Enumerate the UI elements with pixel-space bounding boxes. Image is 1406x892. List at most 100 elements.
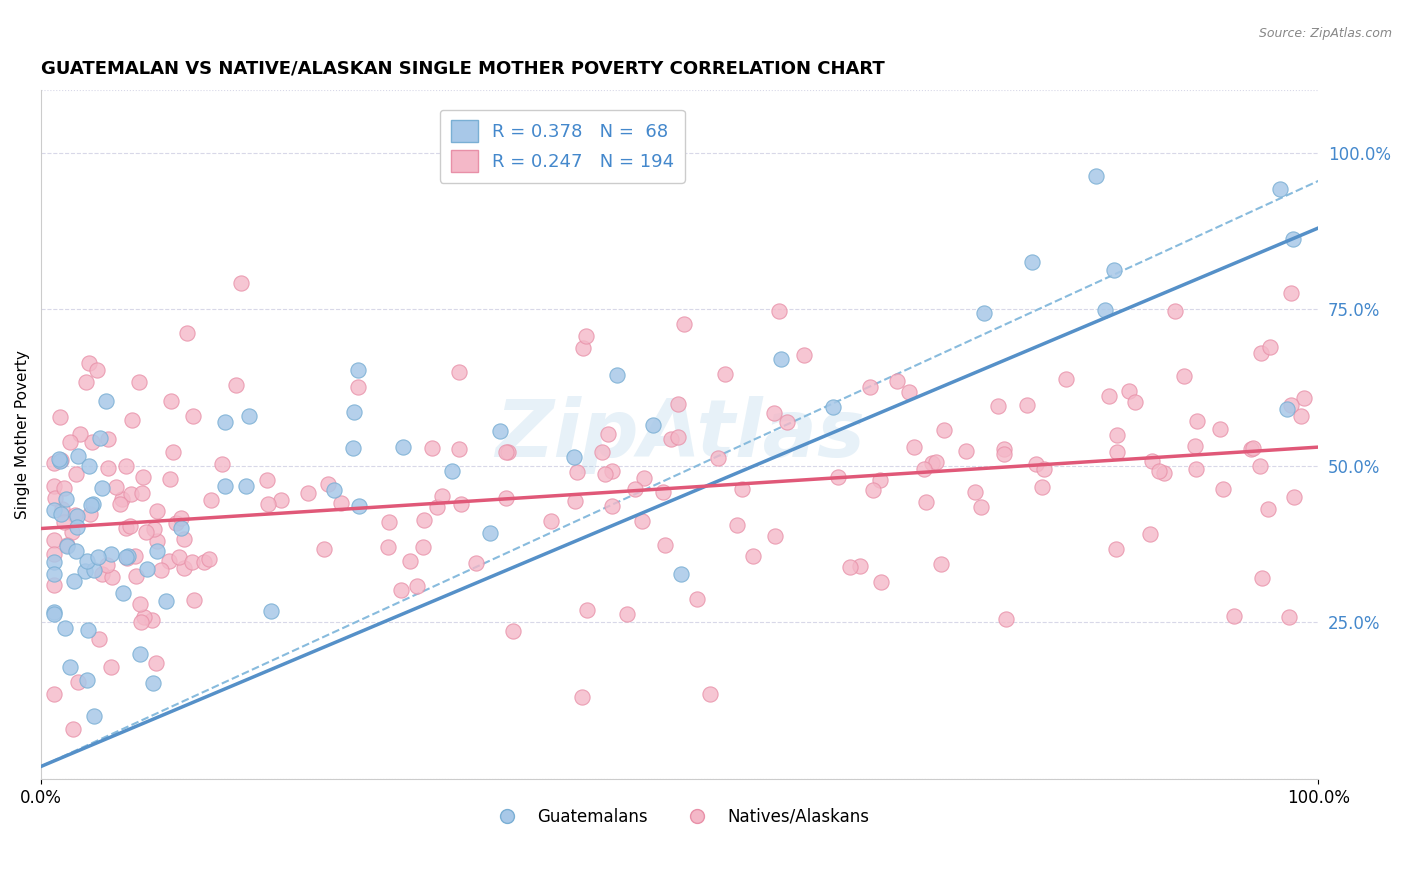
Point [600,500,623,514]
Point [51,452,73,467]
Point [562,450,585,464]
Point [48,452,70,467]
Point [1142,454,1164,468]
Point [75,565,97,579]
Point [169,521,191,535]
Point [1105,444,1128,458]
Point [42,556,65,570]
Point [1279,285,1302,300]
Point [965,485,987,500]
Point [994,612,1017,626]
Point [211,457,233,471]
Point [776,416,799,430]
Point [495,445,517,459]
Point [51,507,73,521]
Point [128,375,150,389]
Point [925,455,948,469]
Point [1241,442,1264,456]
Point [464,556,486,570]
Point [115,550,138,565]
Point [606,368,628,382]
Point [600,464,623,478]
Point [58,434,80,449]
Point [342,441,364,455]
Point [1250,571,1272,585]
Point [1084,169,1107,184]
Point [235,479,257,493]
Point [120,487,142,501]
Point [42,479,65,493]
Point [183,593,205,607]
Point [347,380,370,394]
Point [59,659,82,673]
Point [1015,398,1038,412]
Point [742,549,765,564]
Point [377,540,399,554]
Point [56,539,79,553]
Point [672,317,695,331]
Point [63,508,86,523]
Point [389,582,412,597]
Point [450,497,472,511]
Point [51,502,73,516]
Point [707,451,730,466]
Point [862,483,884,498]
Point [565,465,588,479]
Point [44,456,66,470]
Point [62,722,84,736]
Text: ZipAtlas: ZipAtlas [495,395,865,474]
Point [564,494,586,508]
Point [654,538,676,552]
Point [496,445,519,459]
Point [42,688,65,702]
Legend: Guatemalans, Natives/Alaskans: Guatemalans, Natives/Alaskans [484,801,876,832]
Point [167,549,190,564]
Point [97,432,120,446]
Point [666,429,689,443]
Point [921,456,943,470]
Point [1249,458,1271,473]
Point [631,514,654,528]
Point [55,491,77,506]
Point [346,363,368,377]
Point [173,532,195,546]
Point [146,544,169,558]
Point [769,352,792,367]
Point [173,560,195,574]
Point [912,461,935,475]
Point [425,500,447,515]
Point [96,558,118,572]
Point [973,306,995,320]
Point [495,491,517,505]
Point [1240,442,1263,457]
Point [1105,542,1128,557]
Point [112,585,135,599]
Point [77,356,100,370]
Point [256,473,278,487]
Point [125,569,148,583]
Point [100,570,122,584]
Point [929,557,952,571]
Point [121,413,143,427]
Point [955,443,977,458]
Point [616,607,638,621]
Point [827,470,849,484]
Point [131,485,153,500]
Point [214,479,236,493]
Point [146,504,169,518]
Point [412,540,434,554]
Point [763,528,786,542]
Point [714,367,737,381]
Point [225,377,247,392]
Point [1223,608,1246,623]
Point [77,623,100,637]
Point [1025,457,1047,471]
Point [479,526,502,541]
Point [1277,610,1299,624]
Point [1094,303,1116,318]
Point [839,560,862,574]
Point [1258,340,1281,354]
Point [1184,439,1206,453]
Point [83,709,105,723]
Point [91,566,114,581]
